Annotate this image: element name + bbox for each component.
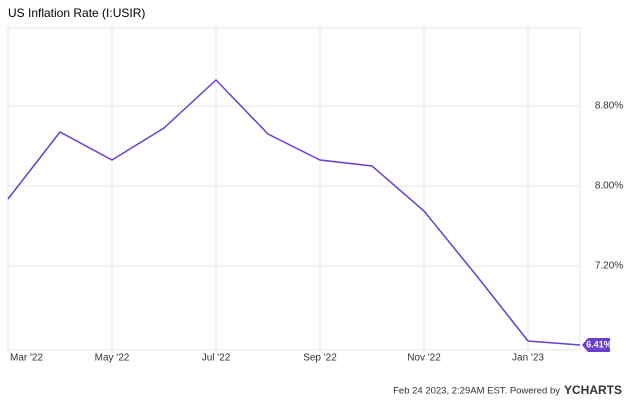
y-tick-label: 8.80% [595,101,623,112]
y-tick-label: 7.20% [595,261,623,272]
y-tick-label: 8.00% [595,181,623,192]
plot-frame [7,27,581,351]
x-tick-label: May '22 [95,353,130,364]
value-label: 6.41% [586,339,612,349]
x-tick-label: Sep '22 [303,353,337,364]
line [7,78,581,346]
footer-brand: YCHARTS [564,383,622,397]
value-label-tag [582,338,610,352]
x-tick-label: Mar '22 [10,353,43,364]
x-tick-label: Nov '22 [407,353,441,364]
footer-timestamp: Feb 24 2023, 2:29AM EST. Powered by [393,386,560,397]
x-tick-label: Jan '23 [512,353,544,364]
chart-title: US Inflation Rate (I:USIR) [8,6,145,20]
x-tick-label: Jul '22 [202,353,231,364]
